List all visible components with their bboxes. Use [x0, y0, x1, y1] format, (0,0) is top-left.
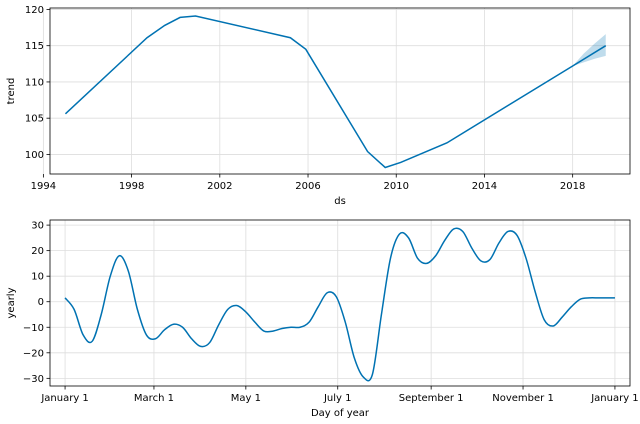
trend-series-line	[64, 15, 607, 169]
yearly-chart: January 1 March 1 May 1 July 1 September 1 No…	[6, 219, 639, 419]
trend-y-tick-label: 105	[25, 114, 44, 125]
yearly-x-ticks: January 1 March 1 May 1 July 1 September 1 No…	[40, 386, 639, 404]
yearly-x-tick-label: January 1	[40, 393, 88, 404]
trend-y-tick-label: 110	[25, 77, 44, 88]
trend-x-tick-label: 2002	[207, 181, 232, 192]
trend-y-tick-label: 120	[25, 5, 44, 16]
yearly-y-ticks: −30 −20 −10 0 10 20 30	[23, 221, 50, 385]
yearly-x-axis-label: Day of year	[311, 408, 370, 419]
yearly-y-tick-label: −30	[23, 374, 44, 385]
yearly-x-tick-label: September 1	[399, 393, 464, 404]
yearly-x-tick-label: January 1	[590, 393, 638, 404]
trend-plot-frame	[49, 7, 631, 175]
yearly-y-tick-label: 0	[38, 297, 44, 308]
yearly-y-tick-label: 30	[31, 221, 44, 232]
yearly-y-axis-label: yearly	[6, 287, 17, 318]
yearly-y-tick-label: −10	[23, 323, 44, 334]
yearly-y-tick-label: −20	[23, 348, 44, 359]
trend-y-tick-label: 100	[25, 150, 44, 161]
yearly-grid	[50, 220, 630, 386]
yearly-y-tick-label: 10	[31, 272, 44, 283]
yearly-x-tick-label: March 1	[134, 393, 174, 404]
yearly-y-tick-label: 20	[31, 246, 44, 257]
trend-y-axis-label: trend	[6, 78, 17, 105]
trend-uncertainty-band	[572, 34, 606, 66]
trend-x-tick-label: 1994	[31, 181, 56, 192]
trend-x-tick-label: 2014	[472, 181, 497, 192]
yearly-x-tick-label: May 1	[231, 393, 261, 404]
trend-x-tick-label: 2010	[384, 181, 409, 192]
yearly-series-line	[64, 227, 615, 382]
trend-grid	[42, 8, 630, 174]
trend-y-ticks: 100 105 110 115 120	[25, 5, 50, 161]
yearly-x-tick-label: November 1	[492, 393, 554, 404]
trend-x-tick-label: 2018	[560, 181, 585, 192]
trend-x-tick-label: 2006	[295, 181, 320, 192]
trend-x-ticks: 1994 1998 2002 2006 2010 2014 2018	[31, 174, 585, 192]
trend-y-tick-label: 115	[25, 41, 44, 52]
yearly-x-tick-label: July 1	[323, 393, 352, 404]
yearly-plot-frame	[49, 219, 631, 387]
trend-chart: 1994 1998 2002 2006 2010 2014 2018 100 105 110 11…	[6, 5, 631, 207]
trend-x-axis-label: ds	[334, 196, 346, 207]
trend-x-tick-label: 1998	[119, 181, 144, 192]
